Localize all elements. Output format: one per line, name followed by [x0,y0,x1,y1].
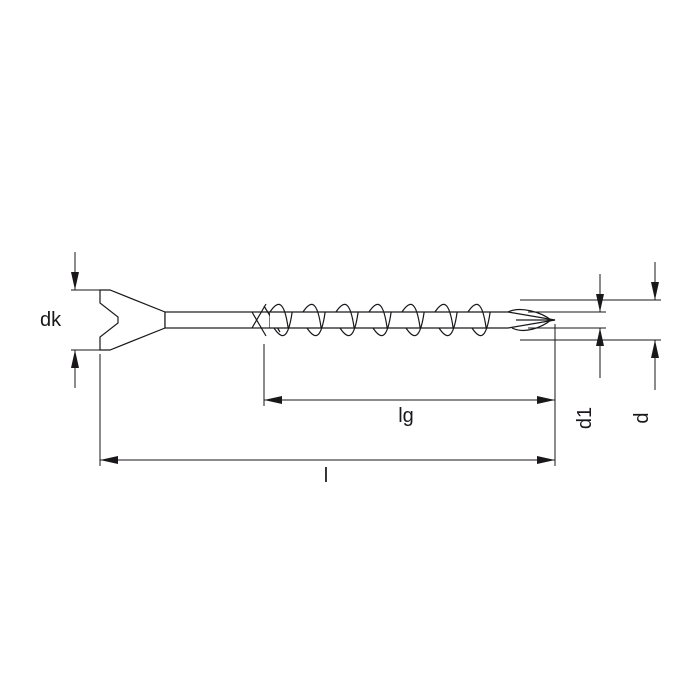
dim-label-dk: dk [40,309,62,331]
screw-technical-drawing: dk l lg d1 d [0,0,700,700]
screw-core [270,312,555,328]
dim-label-l: l [324,465,328,487]
screw-shank [165,312,270,328]
screw-head [100,290,165,350]
dim-label-d1: d1 [574,407,596,429]
dim-label-d: d [631,412,653,423]
dim-label-lg: lg [398,405,414,427]
